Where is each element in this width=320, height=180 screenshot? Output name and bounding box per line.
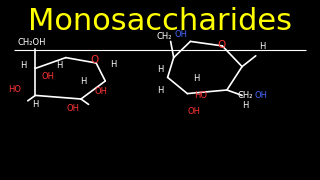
Text: H: H bbox=[111, 60, 117, 69]
Text: H: H bbox=[57, 61, 63, 70]
Text: H: H bbox=[260, 42, 266, 51]
Text: CH₂: CH₂ bbox=[157, 31, 172, 40]
Text: H: H bbox=[20, 61, 27, 70]
Text: H: H bbox=[80, 77, 87, 86]
Text: H: H bbox=[193, 74, 199, 83]
Text: OH: OH bbox=[188, 107, 201, 116]
Text: H: H bbox=[32, 100, 38, 109]
Text: OH: OH bbox=[67, 104, 80, 113]
Text: OH: OH bbox=[41, 72, 54, 81]
Text: HO: HO bbox=[195, 91, 208, 100]
Text: Monosaccharides: Monosaccharides bbox=[28, 7, 292, 36]
Text: CH₂: CH₂ bbox=[237, 91, 253, 100]
Text: O: O bbox=[91, 55, 99, 65]
Text: OH: OH bbox=[255, 91, 268, 100]
Text: OH: OH bbox=[175, 30, 188, 39]
Text: HO: HO bbox=[8, 85, 21, 94]
Text: H: H bbox=[157, 86, 164, 94]
Text: H: H bbox=[243, 101, 249, 110]
Text: CH₂OH: CH₂OH bbox=[17, 38, 46, 47]
Text: H: H bbox=[157, 65, 164, 74]
Text: OH: OH bbox=[94, 87, 107, 96]
Text: O: O bbox=[217, 40, 226, 50]
